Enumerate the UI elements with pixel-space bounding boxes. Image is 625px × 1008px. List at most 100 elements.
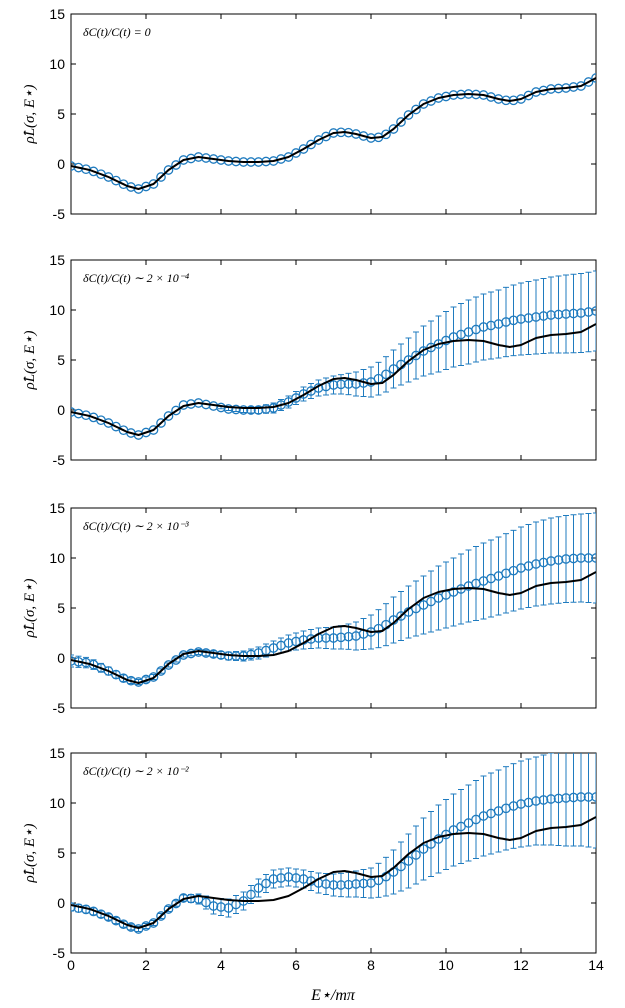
panel-3-annotation: δC(t)/C(t) ∼ 2 × 10⁻³: [83, 519, 189, 533]
panel-2-data-point: [336, 379, 346, 390]
panel-3-data-point: [321, 633, 331, 643]
panel-1-ytick-label: 5: [57, 106, 65, 122]
panel-4-ytick-label: 10: [49, 795, 65, 811]
panel-3-data-point: [148, 672, 159, 682]
panel-3-data-point: [591, 553, 596, 563]
panel-4-data-point: [576, 792, 586, 802]
panel-2-data-point: [343, 379, 354, 389]
x-axis-label: E⋆/mπ: [310, 987, 356, 1004]
panel-4-ytick-label: 0: [57, 895, 65, 911]
panel-2-data-point: [486, 320, 496, 331]
panel-4-ytick-label: 15: [49, 745, 65, 761]
panel-1-data-point: [388, 124, 399, 134]
panel-1-data-point: [403, 110, 414, 120]
panel-4-xtick-label: 0: [67, 957, 75, 973]
panel-4-data-point: [411, 850, 421, 860]
panel-2-data-point: [381, 369, 391, 380]
panel-4-data-point: [246, 889, 256, 900]
panel-4-data-point: [328, 880, 339, 890]
panel-2-data-point: [561, 309, 571, 319]
panel-4-data-point: [253, 883, 264, 893]
panel-3-data-point: [291, 636, 301, 647]
panel-3-data-point: [576, 553, 586, 563]
panel-3-data: [71, 512, 596, 687]
panel-1-data-point: [306, 139, 316, 150]
panel-2-data-point: [576, 308, 586, 318]
panel-1-data-point: [103, 172, 114, 182]
panel-2-data-point: [478, 322, 489, 332]
panel-2-annotation: δC(t)/C(t) ∼ 2 × 10⁻⁴: [83, 271, 189, 285]
panel-1: -5 0 5 10 15 ρ̂L(σ, E⋆) δC(t)/C(t) = 0: [22, 6, 597, 222]
panel-2-data: [71, 270, 596, 440]
panel-2-data-point: [508, 315, 519, 326]
panel-1-data-point: [156, 172, 166, 182]
panel-4-data-point: [546, 794, 556, 804]
panel-3-ytick-label: -5: [53, 700, 66, 716]
panel-3-data-point: [178, 650, 189, 660]
panel-4-data-point: [343, 879, 354, 890]
panel-1-ytick-label: 0: [57, 156, 65, 172]
panel-4-data-point: [283, 872, 294, 882]
panel-3-ytick-label: 0: [57, 650, 65, 666]
panel-4-ytick-label: -5: [53, 945, 66, 961]
panel-4-data-point: [418, 844, 429, 854]
panel-3-data-point: [561, 554, 571, 564]
panel-2-ytick-label: -5: [53, 452, 66, 468]
panel-2-exact-curve: [71, 323, 596, 436]
panel-3-data-point: [553, 555, 564, 565]
panel-2-ytick-label: 15: [49, 252, 65, 268]
panel-4-data-point: [403, 856, 414, 866]
panel-3-data-point: [111, 669, 121, 680]
panel-2-data-point: [283, 397, 294, 407]
panel-3-data-point: [583, 553, 594, 563]
panel-2-data-point: [231, 404, 241, 415]
panel-3-exact-curve: [71, 571, 596, 684]
panel-4-data-point: [148, 918, 159, 928]
panel-4-xtick-label: 6: [292, 957, 300, 973]
panel-2-data-point: [148, 425, 159, 435]
panel-1-y-axis-label: ρ̂L(σ, E⋆): [22, 85, 38, 145]
panel-3-data-point: [538, 557, 549, 568]
panel-2-ytick-label: 10: [49, 302, 65, 318]
panel-2-y-axis-label: ρ̂L(σ, E⋆): [22, 331, 38, 391]
panel-1-data-point: [148, 179, 159, 189]
panel-2: -5 0 5 10 15 ρ̂L(σ, E⋆) δC(t)/C(t) ∼ 2 × 10⁻⁴: [22, 252, 597, 468]
panel-3-data-point: [246, 649, 256, 660]
panel-4-data-point: [268, 874, 279, 884]
panel-3-data-point: [396, 611, 406, 621]
panel-4-data-point: [216, 902, 226, 912]
panel-4-data-point: [591, 792, 596, 802]
panel-4-xtick-label: 12: [513, 957, 529, 973]
panel-1-exact-curve: [71, 77, 596, 190]
panel-3-y-axis-label: ρ̂L(σ, E⋆): [22, 579, 38, 639]
panel-2-ytick-label: 5: [57, 352, 65, 368]
panel-2-data-point: [253, 405, 264, 415]
panel-2-data-point: [516, 314, 526, 324]
panel-1-data-point: [396, 117, 406, 127]
panel-4-data-point: [276, 873, 286, 883]
panel-4-data: [71, 753, 596, 934]
panel-4-data-point: [261, 878, 271, 889]
panel-2-ytick-label: 0: [57, 402, 65, 418]
panel-3-ytick-label: 5: [57, 600, 65, 616]
panel-4-data-point: [583, 792, 594, 802]
panel-1-data-point: [291, 148, 301, 158]
panel-4-data-point: [71, 902, 76, 912]
panel-4-data-point: [321, 879, 331, 889]
panel-1-data-point: [111, 175, 121, 186]
panel-4-data-point: [291, 873, 301, 883]
panel-4-exact-curve: [71, 816, 596, 929]
panel-3-ytick-label: 15: [49, 500, 65, 516]
panel-4-data-point: [358, 878, 369, 889]
panel-3-data-point: [531, 559, 541, 569]
panel-3-data-point: [568, 553, 579, 564]
panel-4-data-point: [516, 799, 526, 809]
panel-1-data-point: [381, 129, 391, 140]
panel-2-data-point: [568, 308, 579, 319]
panel-2-data-point: [238, 405, 249, 415]
panel-1-ytick-label: 15: [49, 6, 65, 22]
panel-1-data: [71, 73, 596, 194]
panel-4-xtick-label: 8: [367, 957, 375, 973]
